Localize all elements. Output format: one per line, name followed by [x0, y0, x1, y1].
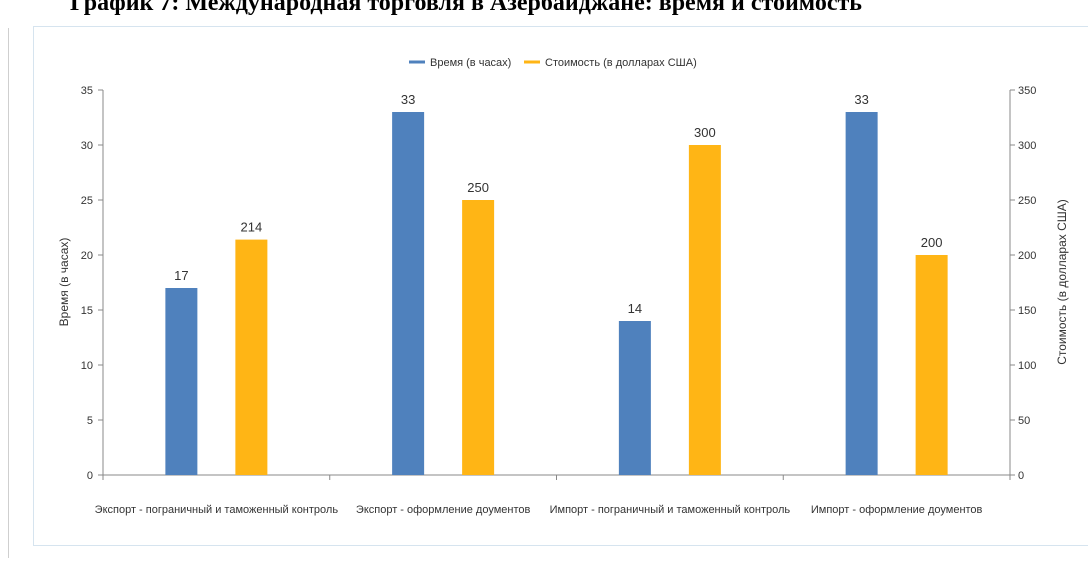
x-tick-label: Экспорт - оформление доументов: [356, 504, 531, 516]
x-tick-label: Экспорт - пограничный и таможенный контр…: [95, 504, 339, 516]
data-label: 17: [174, 268, 188, 283]
y-tick-label-left: 20: [81, 250, 93, 262]
y-tick-label-left: 10: [81, 360, 93, 372]
legend-label-cost: Стоимость (в долларах США): [545, 57, 697, 69]
chart-frame: [33, 26, 1088, 546]
data-label: 33: [854, 92, 868, 107]
y-tick-label-left: 30: [81, 140, 93, 152]
data-label: 33: [401, 92, 415, 107]
data-label: 300: [694, 125, 716, 140]
y-tick-label-left: 35: [81, 85, 93, 97]
y-tick-label-right: 50: [1018, 415, 1030, 427]
x-tick-label: Импорт - пограничный и таможенный контро…: [550, 504, 791, 516]
bar-time: [618, 321, 651, 475]
bar-cost: [688, 145, 721, 475]
y-axis-title-left: Время (в часах): [57, 238, 71, 327]
data-label: 214: [241, 220, 263, 235]
y-tick-label-right: 0: [1018, 470, 1024, 482]
y-tick-label-left: 5: [87, 415, 93, 427]
y-tick-label-right: 150: [1018, 305, 1036, 317]
y-axis-title-right: Стоимость (в долларах США): [1055, 199, 1069, 365]
bar-cost: [462, 200, 495, 475]
bar-time: [165, 288, 198, 475]
bar-time: [845, 112, 878, 475]
data-label: 200: [921, 235, 943, 250]
legend: Время (в часах) Стоимость (в долларах СШ…: [409, 57, 697, 69]
y-tick-label-right: 300: [1018, 140, 1036, 152]
legend-label-time: Время (в часах): [430, 57, 511, 69]
page-title: График 7: Международная торговля в Азерб…: [70, 0, 862, 16]
x-tick-label: Импорт - оформление доументов: [811, 504, 983, 516]
y-tick-label-right: 100: [1018, 360, 1036, 372]
y-tick-label-right: 200: [1018, 250, 1036, 262]
bar-time: [392, 112, 425, 475]
y-tick-label-left: 15: [81, 305, 93, 317]
bar-cost: [915, 255, 948, 475]
y-tick-label-left: 25: [81, 195, 93, 207]
y-tick-label-right: 250: [1018, 195, 1036, 207]
data-label: 250: [467, 180, 489, 195]
data-label: 14: [628, 301, 642, 316]
left-divider: [8, 28, 9, 558]
y-tick-label-right: 350: [1018, 85, 1036, 97]
plot-area: 05101520253035050100150200250300350Экспо…: [81, 85, 1037, 516]
y-tick-label-left: 0: [87, 470, 93, 482]
bar-cost: [235, 239, 268, 475]
